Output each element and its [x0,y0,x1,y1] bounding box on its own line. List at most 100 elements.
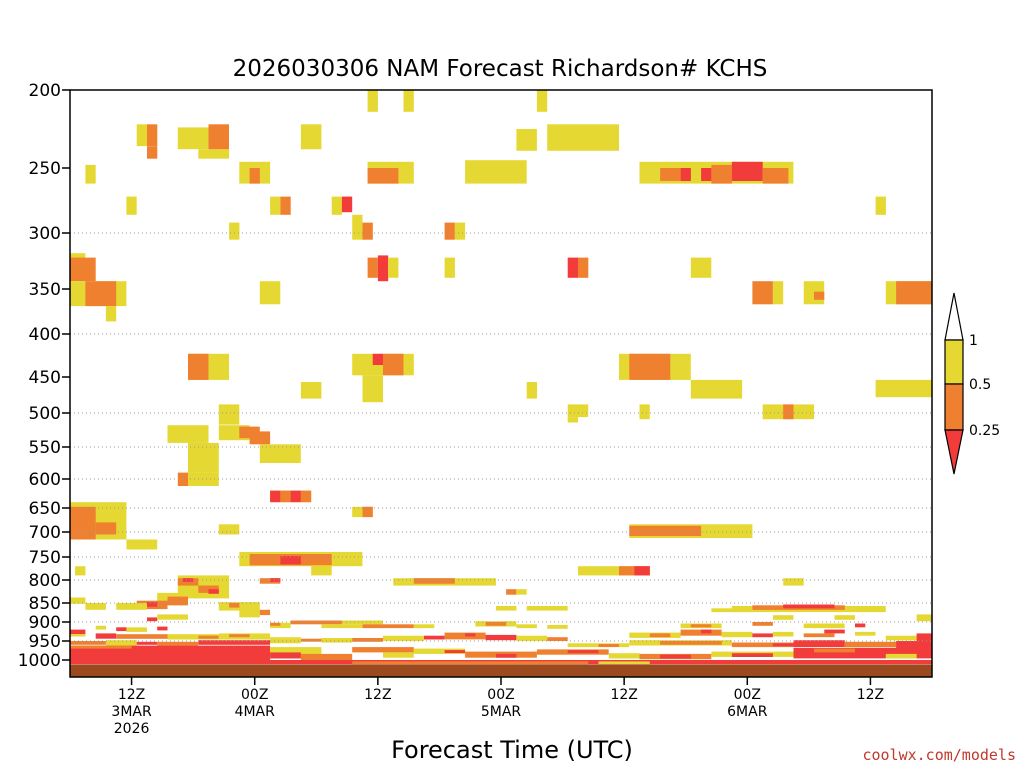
heatmap-cell [270,652,301,659]
heatmap-cell [731,161,763,181]
heatmap-cell [280,196,291,215]
heatmap-cell [352,661,589,665]
colorbar-legend: 1 0.5 0.25 [944,292,1000,475]
heatmap-cell [701,629,712,634]
heatmap-cell [75,566,86,576]
heatmap-cell [690,624,712,628]
heatmap-cell [824,629,845,634]
heatmap-cell [167,596,188,606]
heatmap-cell [182,578,194,582]
heatmap-cell [772,615,794,620]
heatmap-cell [783,578,804,586]
heatmap-cell [783,604,835,609]
heatmap-cell [495,606,517,611]
heatmap-cell [105,306,117,322]
heatmap-cell [567,417,578,423]
heatmap-cell [362,506,373,518]
heatmap-cell [300,490,312,503]
y-tick-label: 900 [29,613,61,633]
heatmap-cell [70,257,96,282]
x-tick-label: 12Z [118,687,145,703]
heatmap-cell [70,506,96,540]
heatmap-cell [711,164,732,184]
heatmap-cell [578,566,650,576]
heatmap-cell [403,90,414,112]
heatmap-cell [567,257,578,278]
heatmap-cell [424,635,445,640]
heatmap-cell [147,617,158,622]
heatmap-cell [413,578,455,584]
colorbar-segment [944,339,964,385]
heatmap-cell [598,644,619,647]
heatmap-cell [249,168,260,184]
heatmap-cell [188,353,209,380]
heatmap-cell [229,222,240,240]
heatmap-cell [772,643,794,647]
heatmap-cell [331,196,342,215]
heatmap-cell [516,624,537,629]
heatmap-cell [362,222,373,240]
credit-text: coolwx.com/models [862,746,1016,764]
y-axis-ticks: 200 250 300 350 400 450 500 550 600 650 700 750 800 8… [18,81,70,671]
colorbar-label: 0.25 [969,423,1000,439]
heatmap-cell [567,404,589,418]
colorbar-label: 1 [969,333,978,349]
heatmap-cell [259,609,271,616]
chart-title: 2026030306 NAM Forecast Richardson# KCHS [233,56,768,82]
heatmap-cell [634,566,650,576]
heatmap-cell [814,648,855,653]
heatmap-cell [793,647,932,659]
x-tick-label: 6MAR [727,704,768,720]
heatmap-cells [70,90,932,677]
y-tick-label: 1000 [18,651,61,671]
heatmap-cell [70,597,86,604]
heatmap-cell [208,124,229,150]
heatmap-cell [188,472,219,486]
heatmap-cell [444,650,466,654]
y-tick-label: 450 [29,368,61,388]
x-tick-label: 00Z [487,687,514,703]
heatmap-cell [485,634,517,641]
heatmap-cell [454,222,466,240]
colorbar-label: 0.5 [969,377,991,393]
heatmap-cell [772,631,794,637]
heatmap-cell [136,641,158,645]
heatmap-cell [444,222,455,240]
heatmap-cell [362,624,414,629]
x-tick-label: 5MAR [481,704,522,720]
heatmap-cell [352,638,383,642]
heatmap-cell [290,620,342,625]
heatmap-cell [367,90,378,112]
heatmap-cell [70,641,106,645]
y-tick-label: 200 [29,81,61,101]
heatmap-cell [362,375,383,403]
heatmap-cell [270,622,281,626]
heatmap-cell [126,539,158,550]
y-tick-label: 250 [29,159,61,179]
heatmap-cell [660,168,681,181]
heatmap-cell [372,353,383,365]
heatmap-cell [70,629,86,635]
heatmap-cell [834,615,855,620]
heatmap-cell [167,425,209,443]
heatmap-cell [680,168,691,181]
heatmap-cell [239,426,260,439]
x-tick-label: 00Z [734,687,761,703]
y-tick-label: 700 [29,523,61,543]
heatmap-cell [814,291,825,300]
heatmap-cell [388,257,399,278]
ground-surface [70,664,932,677]
heatmap-cell [731,653,773,657]
colorbar-bottom-arrow [944,429,964,475]
heatmap-cell [70,645,271,660]
y-tick-label: 750 [29,548,61,568]
heatmap-cell [413,648,466,654]
heatmap-cell [752,622,773,626]
heatmap-cell [649,633,671,638]
heatmap-cell [383,652,414,658]
heatmap-cell [270,578,281,582]
heatmap-cell [105,640,137,646]
heatmap-cell [147,602,158,607]
heatmap-cell [516,589,527,595]
heatmap-cell [280,490,291,503]
